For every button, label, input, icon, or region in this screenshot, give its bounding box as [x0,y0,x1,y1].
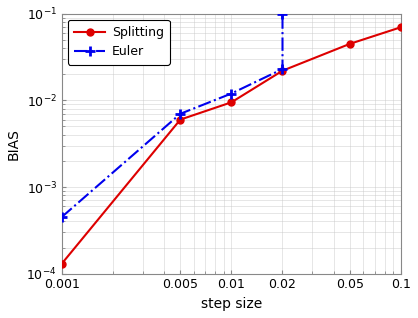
Line: Euler: Euler [57,9,287,222]
X-axis label: step size: step size [201,297,262,311]
Euler [59,215,64,219]
Y-axis label: BIAS: BIAS [7,128,21,160]
Legend: Splitting, Euler: Splitting, Euler [68,20,170,65]
Splitting [59,262,64,266]
Splitting [178,118,183,121]
Euler [280,67,285,71]
Splitting [229,100,234,104]
Line: Splitting: Splitting [58,24,405,267]
Euler [178,112,183,116]
Splitting [347,42,352,46]
Euler [229,92,234,95]
Euler [280,12,285,16]
Splitting [399,25,404,29]
Splitting [280,69,285,73]
